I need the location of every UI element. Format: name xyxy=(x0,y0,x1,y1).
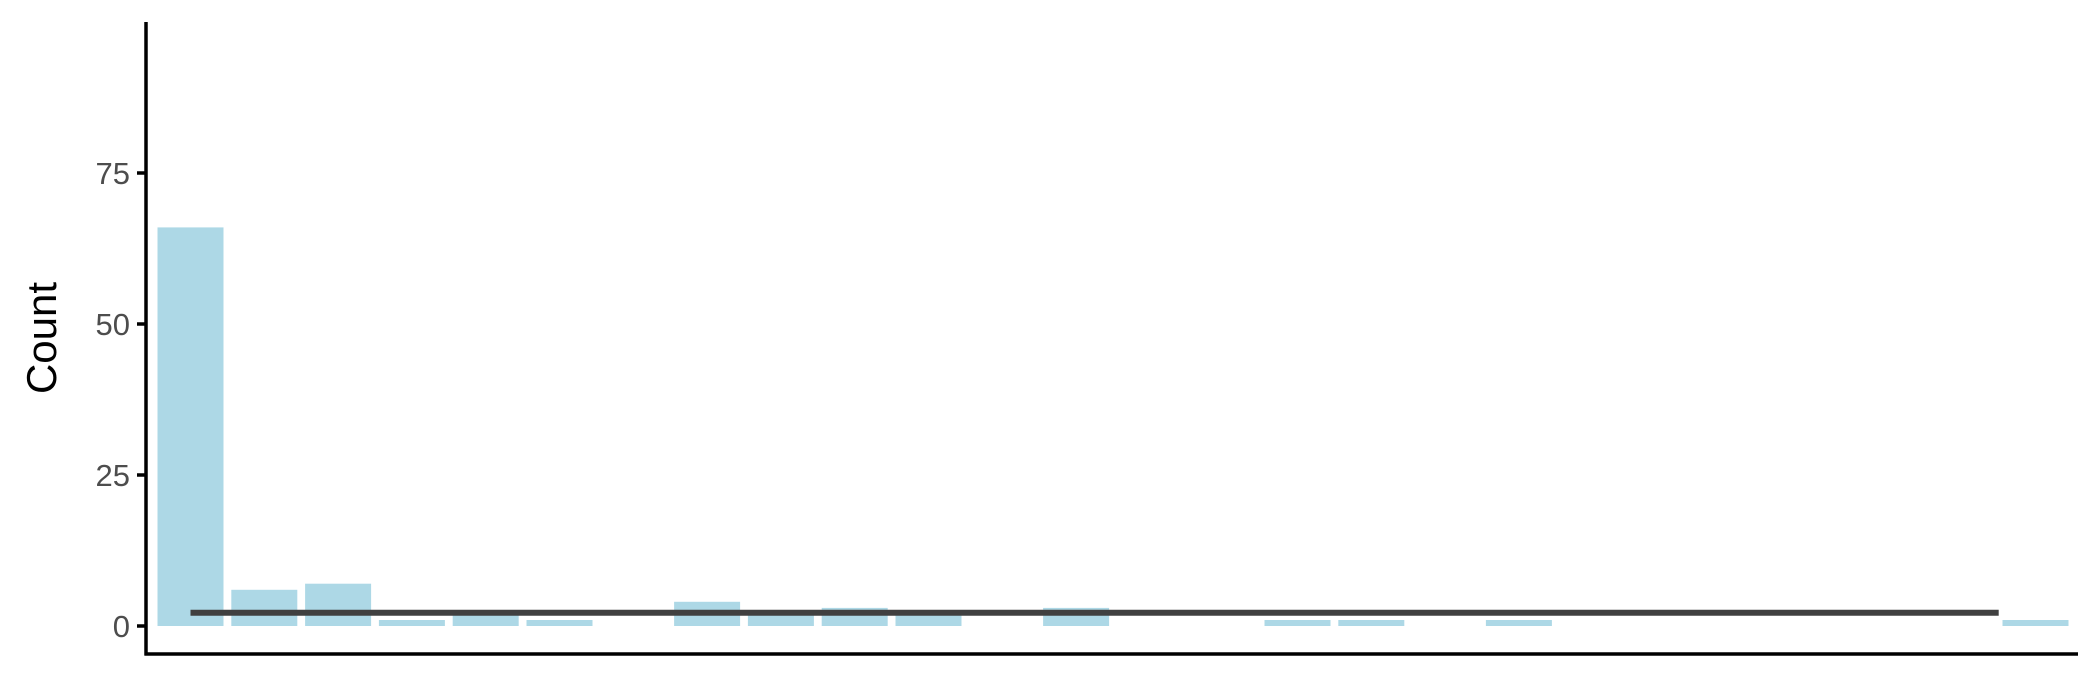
bar-13 xyxy=(1338,620,1405,626)
bar-4 xyxy=(378,620,445,626)
y-ticks: 0 25 50 75 xyxy=(96,156,146,644)
bar-10 xyxy=(895,613,962,626)
bar-8 xyxy=(747,613,814,626)
y-tick-label-50: 50 xyxy=(96,307,130,342)
y-axis-title: Count xyxy=(18,282,65,394)
y-tick-label-0: 0 xyxy=(113,609,130,644)
bar-15 xyxy=(2002,620,2069,626)
bar-14 xyxy=(1485,620,1552,626)
bars-layer xyxy=(157,227,2069,626)
bar-2 xyxy=(231,589,298,626)
bar-12 xyxy=(1264,620,1331,626)
y-tick-label-25: 25 xyxy=(96,458,130,493)
bar-1 xyxy=(157,227,224,626)
y-tick-label-75: 75 xyxy=(96,156,130,191)
bar-5 xyxy=(452,613,519,626)
bar-3 xyxy=(305,583,372,626)
bar-6 xyxy=(526,620,593,626)
